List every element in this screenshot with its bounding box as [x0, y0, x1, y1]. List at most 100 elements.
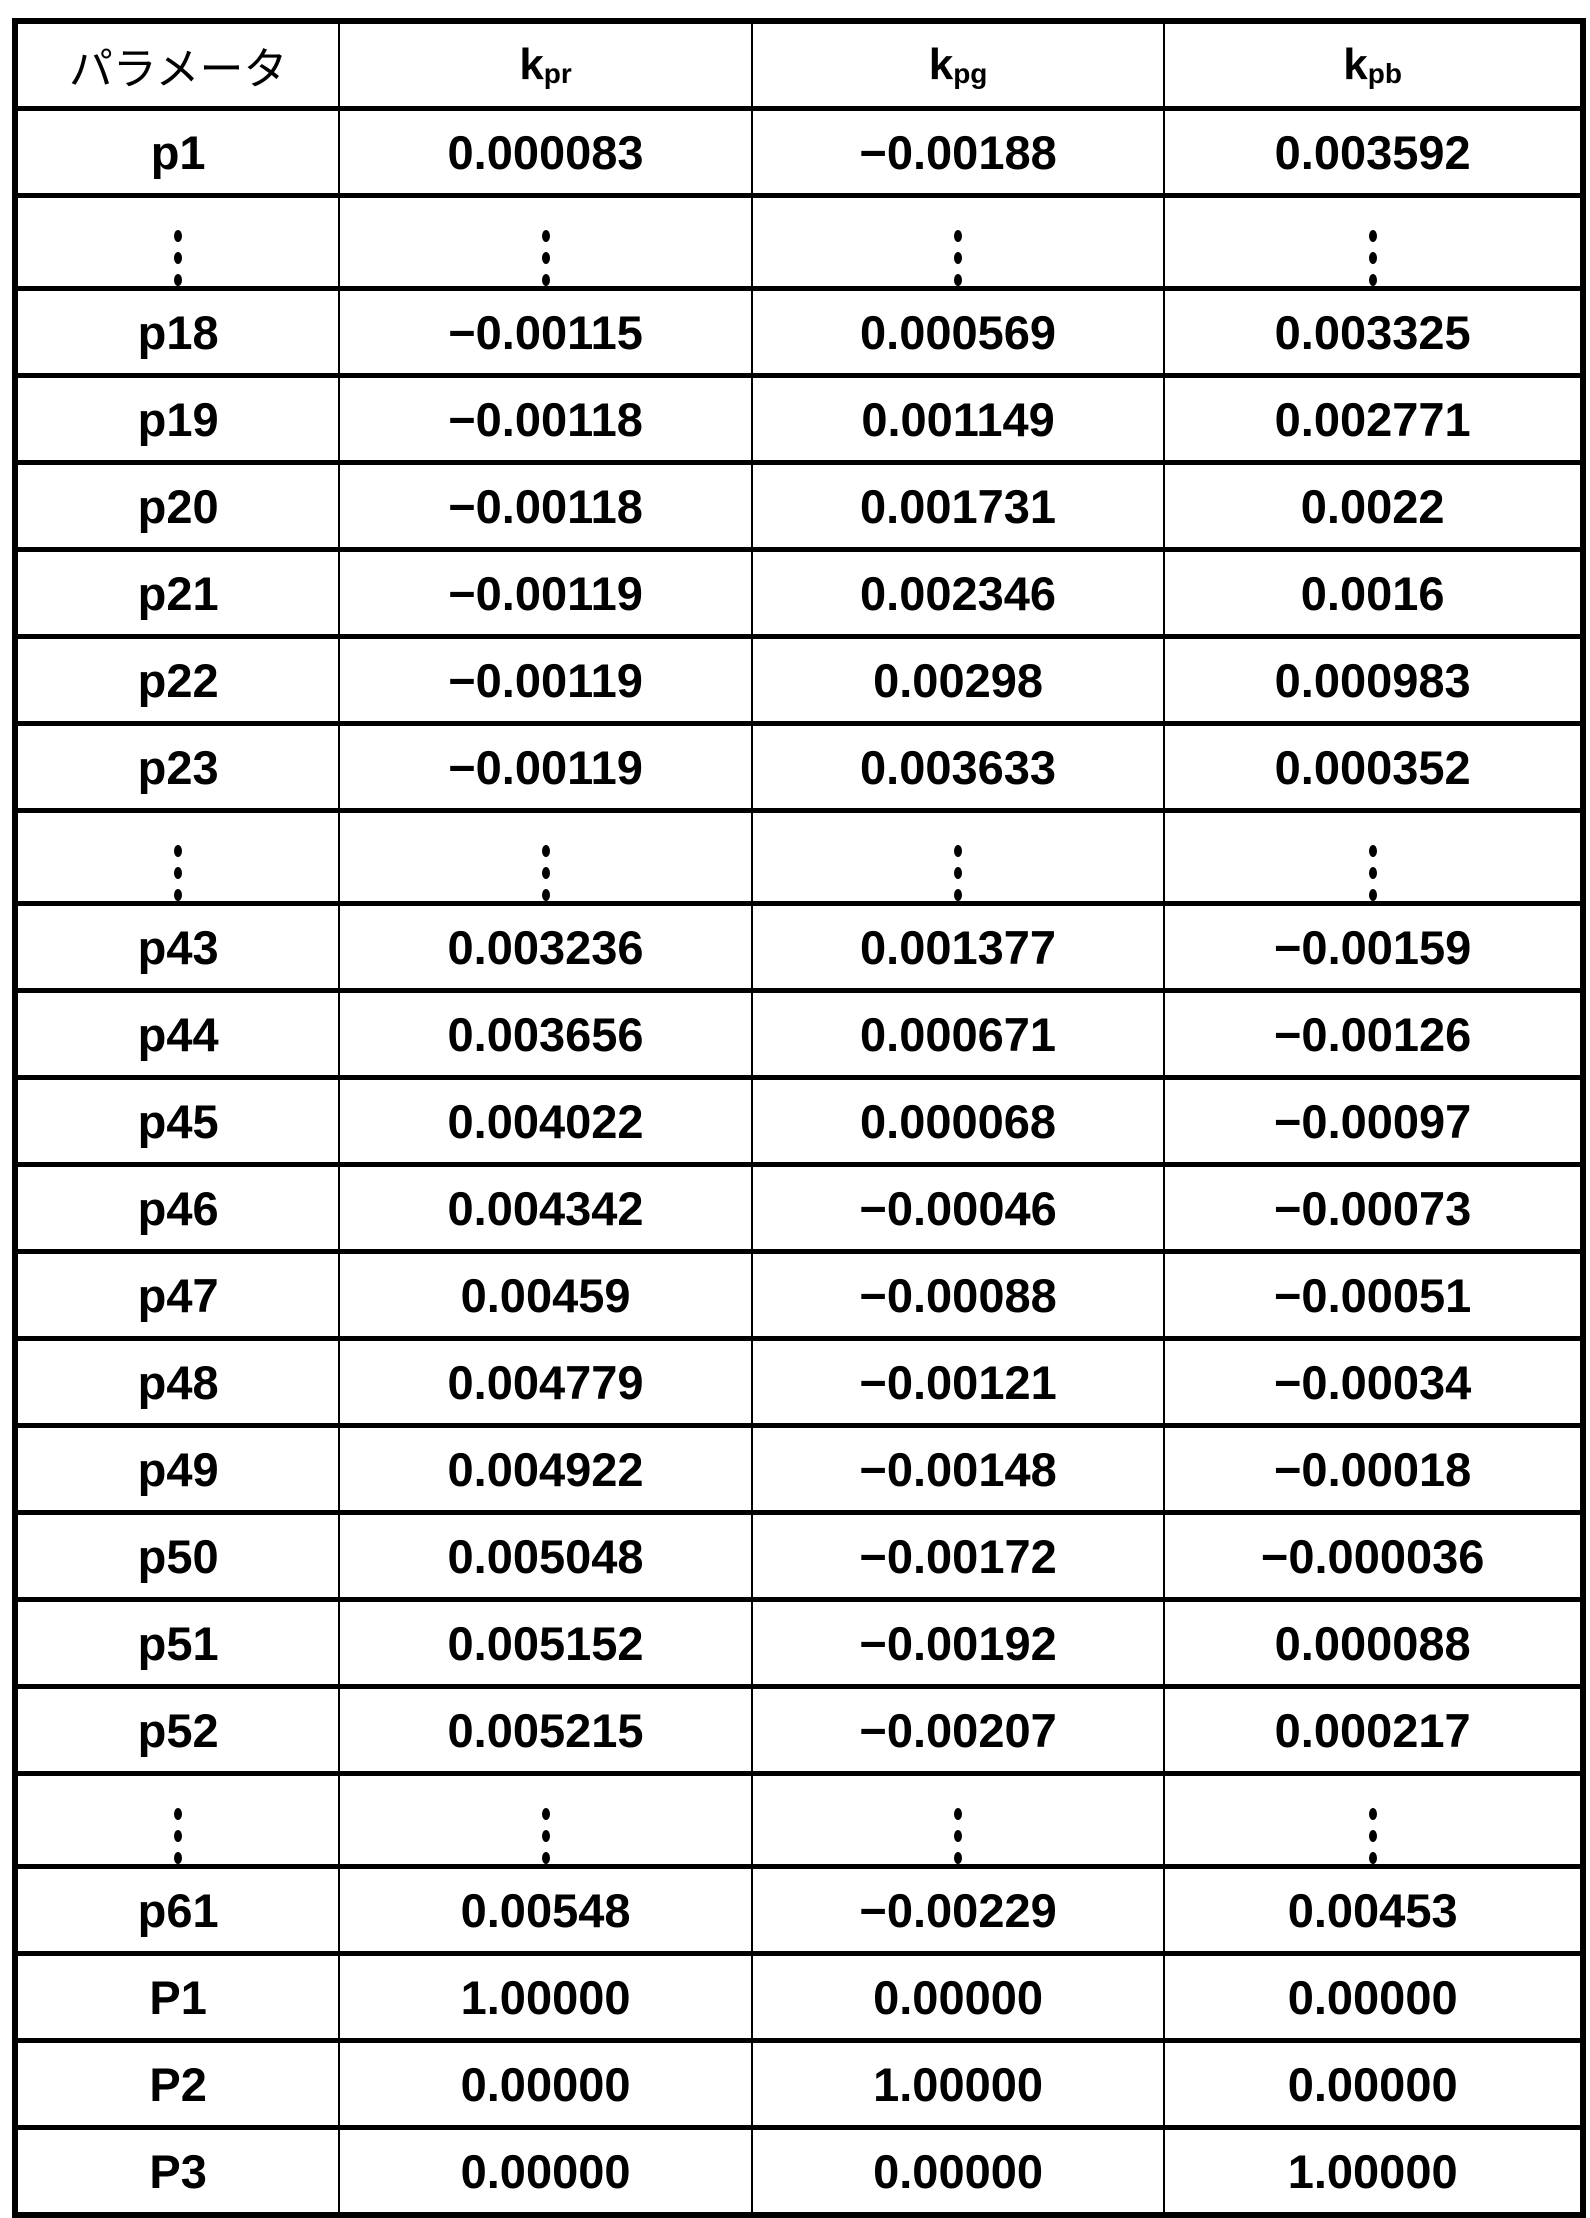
value-cell: −0.00097 [1164, 1078, 1583, 1165]
value-cell: −0.00207 [752, 1687, 1165, 1774]
parameter-cell: p1 [15, 109, 339, 196]
parameter-cell: p22 [15, 637, 339, 724]
value-cell: −0.00051 [1164, 1252, 1583, 1339]
value-cell: −0.00159 [1164, 904, 1583, 991]
header-sub: pb [1368, 58, 1402, 89]
header-sub: pr [544, 58, 572, 89]
parameter-cell: p48 [15, 1339, 339, 1426]
value-cell: 0.001149 [752, 376, 1165, 463]
vertical-ellipsis-icon [954, 230, 962, 286]
header-sub: pg [953, 58, 987, 89]
ellipsis-cell [339, 811, 752, 904]
value-cell: 0.000217 [1164, 1687, 1583, 1774]
value-cell: 0.004922 [339, 1426, 752, 1513]
value-cell: −0.00119 [339, 637, 752, 724]
parameter-table: パラメータ kpr kpg kpb p10.000083−0.001880.00… [12, 18, 1586, 2218]
value-cell: 0.001731 [752, 463, 1165, 550]
value-cell: 0.0016 [1164, 550, 1583, 637]
header-base: k [929, 40, 953, 89]
value-cell: 0.00453 [1164, 1867, 1583, 1954]
header-kpg: kpg [752, 21, 1165, 109]
value-cell: 0.00000 [1164, 2041, 1583, 2128]
parameter-cell: p44 [15, 991, 339, 1078]
parameter-cell: P2 [15, 2041, 339, 2128]
parameter-cell: p23 [15, 724, 339, 811]
value-cell: 0.000352 [1164, 724, 1583, 811]
table-row: p23−0.001190.0036330.000352 [15, 724, 1583, 811]
value-cell: −0.00046 [752, 1165, 1165, 1252]
parameter-cell: P1 [15, 1954, 339, 2041]
value-cell: 0.000569 [752, 289, 1165, 376]
header-row: パラメータ kpr kpg kpb [15, 21, 1583, 109]
value-cell: −0.00115 [339, 289, 752, 376]
value-cell: 0.00548 [339, 1867, 752, 1954]
vertical-ellipsis-icon [1369, 1808, 1377, 1864]
value-cell: −0.00119 [339, 724, 752, 811]
table-row: P20.000001.000000.00000 [15, 2041, 1583, 2128]
ellipsis-cell [15, 1774, 339, 1867]
vertical-ellipsis-icon [174, 230, 182, 286]
value-cell: −0.00148 [752, 1426, 1165, 1513]
value-cell: 0.004779 [339, 1339, 752, 1426]
value-cell: 0.000083 [339, 109, 752, 196]
table-row: p21−0.001190.0023460.0016 [15, 550, 1583, 637]
ellipsis-cell [1164, 1774, 1583, 1867]
value-cell: 0.00000 [752, 2128, 1165, 2216]
value-cell: −0.00034 [1164, 1339, 1583, 1426]
vertical-ellipsis-icon [542, 230, 550, 286]
value-cell: 0.00000 [752, 1954, 1165, 2041]
ellipsis-cell [339, 196, 752, 289]
table-row: p470.00459−0.00088−0.00051 [15, 1252, 1583, 1339]
vertical-ellipsis-icon [542, 1808, 550, 1864]
parameter-cell: p43 [15, 904, 339, 991]
header-kpb: kpb [1164, 21, 1583, 109]
table-row: p20−0.001180.0017310.0022 [15, 463, 1583, 550]
parameter-cell: P3 [15, 2128, 339, 2216]
parameter-cell: p47 [15, 1252, 339, 1339]
value-cell: −0.00119 [339, 550, 752, 637]
ellipsis-cell [1164, 196, 1583, 289]
vertical-ellipsis-icon [174, 845, 182, 901]
value-cell: −0.00088 [752, 1252, 1165, 1339]
ellipsis-cell [339, 1774, 752, 1867]
table-row: p430.0032360.001377−0.00159 [15, 904, 1583, 991]
parameter-cell: p21 [15, 550, 339, 637]
vertical-ellipsis-icon [954, 1808, 962, 1864]
value-cell: 0.003592 [1164, 109, 1583, 196]
value-cell: 1.00000 [752, 2041, 1165, 2128]
ellipsis-cell [752, 1774, 1165, 1867]
table-row [15, 196, 1583, 289]
value-cell: −0.00192 [752, 1600, 1165, 1687]
value-cell: −0.00118 [339, 463, 752, 550]
header-kpr: kpr [339, 21, 752, 109]
parameter-cell: p49 [15, 1426, 339, 1513]
table-row: p450.0040220.000068−0.00097 [15, 1078, 1583, 1165]
table-row: P30.000000.000001.00000 [15, 2128, 1583, 2216]
value-cell: 0.000088 [1164, 1600, 1583, 1687]
value-cell: 0.000068 [752, 1078, 1165, 1165]
value-cell: 0.00000 [1164, 1954, 1583, 2041]
table-row: p520.005215−0.002070.000217 [15, 1687, 1583, 1774]
header-base: k [1343, 40, 1367, 89]
value-cell: 0.005152 [339, 1600, 752, 1687]
value-cell: −0.00121 [752, 1339, 1165, 1426]
value-cell: 0.00459 [339, 1252, 752, 1339]
parameter-cell: p46 [15, 1165, 339, 1252]
parameter-cell: p18 [15, 289, 339, 376]
value-cell: 0.003236 [339, 904, 752, 991]
value-cell: 0.003656 [339, 991, 752, 1078]
value-cell: 0.0022 [1164, 463, 1583, 550]
header-base: k [519, 40, 543, 89]
vertical-ellipsis-icon [542, 845, 550, 901]
value-cell: 0.002346 [752, 550, 1165, 637]
value-cell: 0.004342 [339, 1165, 752, 1252]
value-cell: −0.00188 [752, 109, 1165, 196]
ellipsis-cell [15, 811, 339, 904]
value-cell: 0.00000 [339, 2041, 752, 2128]
value-cell: −0.00018 [1164, 1426, 1583, 1513]
vertical-ellipsis-icon [954, 845, 962, 901]
parameter-cell: p50 [15, 1513, 339, 1600]
vertical-ellipsis-icon [174, 1808, 182, 1864]
ellipsis-cell [1164, 811, 1583, 904]
ellipsis-cell [15, 196, 339, 289]
